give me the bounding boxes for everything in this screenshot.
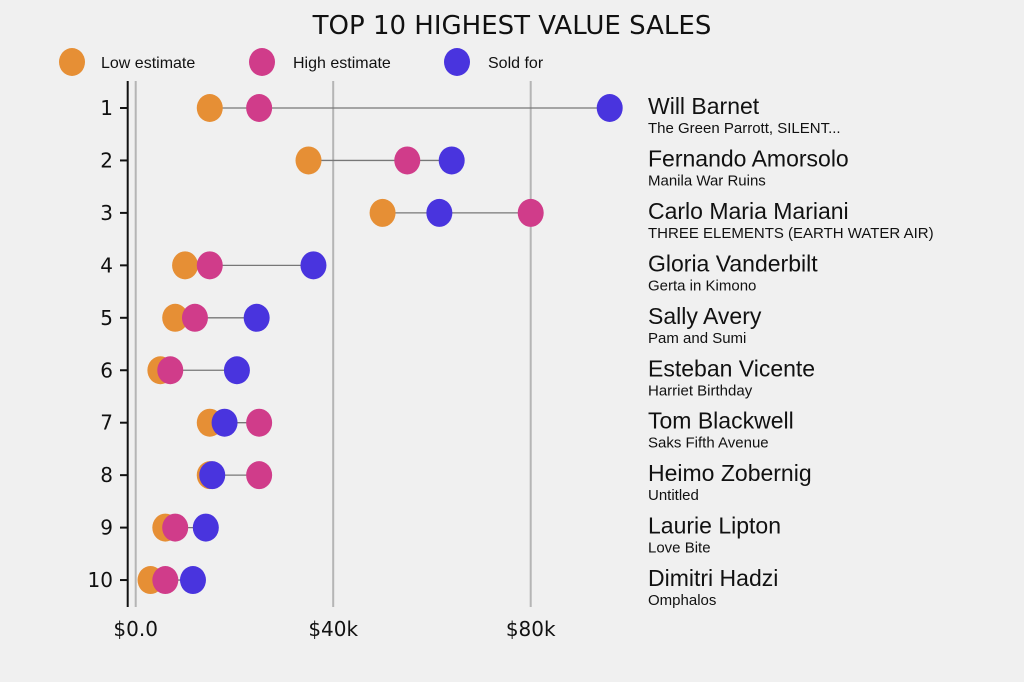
artwork-label: Manila War Ruins [648, 172, 766, 189]
x-tick-label: $40k [308, 617, 358, 641]
legend-label-sold: Sold for [488, 55, 544, 72]
artwork-label: Harriet Birthday [648, 382, 753, 399]
dot-low [196, 94, 223, 122]
artist-label: Carlo Maria Mariani [648, 198, 849, 224]
x-axis: $0.0 $40k $80k [113, 617, 556, 641]
dot-high [246, 408, 273, 437]
legend-marker-high [249, 48, 275, 76]
dot-sold [192, 513, 219, 542]
dot-sold [211, 408, 238, 437]
x-tick-label: $0.0 [113, 617, 158, 641]
artwork-label: The Green Parrott, SILENT... [648, 120, 841, 137]
dot-sold [243, 303, 270, 332]
dot-sold [223, 356, 250, 385]
dot-high [162, 513, 189, 542]
chart-title: TOP 10 HIGHEST VALUE SALES [312, 11, 712, 41]
y-tick-label: 2 [100, 148, 113, 172]
artwork-label: Saks Fifth Avenue [648, 435, 769, 452]
dot-high [246, 94, 273, 122]
dot-low [172, 251, 199, 280]
artist-label: Fernando Amorsolo [648, 145, 849, 171]
artist-label: Gloria Vanderbilt [648, 250, 818, 276]
dot-high [181, 303, 208, 332]
dot-sold [300, 251, 327, 280]
dot-sold [596, 94, 623, 122]
x-tick-label: $80k [506, 617, 556, 641]
dot-sold [426, 198, 453, 227]
legend-label-low: Low estimate [101, 55, 195, 72]
legend-marker-low [59, 48, 85, 76]
legend-item-low: Low estimate [59, 48, 195, 76]
y-tick-label: 10 [88, 568, 113, 592]
artist-label: Heimo Zobernig [648, 460, 812, 486]
gridlines [134, 81, 532, 607]
legend: Low estimate High estimate Sold for [59, 48, 544, 76]
y-tick-label: 5 [100, 306, 113, 330]
artwork-label: Pam and Sumi [648, 330, 746, 347]
artwork-label: Omphalos [648, 592, 716, 609]
artist-label: Will Barnet [648, 93, 760, 119]
dot-high [157, 356, 184, 385]
dot-high [152, 566, 179, 595]
dot-sold [199, 461, 226, 490]
y-tick-label: 3 [100, 201, 113, 225]
legend-marker-sold [444, 48, 470, 76]
legend-label-high: High estimate [293, 55, 391, 72]
legend-item-sold: Sold for [444, 48, 544, 76]
dot-high [517, 198, 544, 227]
y-tick-label: 6 [100, 358, 113, 382]
y-tick-label: 9 [100, 516, 113, 540]
dot-sold [438, 146, 465, 175]
artist-label: Laurie Lipton [648, 513, 781, 539]
artist-label: Tom Blackwell [648, 408, 794, 434]
y-tick-label: 1 [100, 96, 113, 120]
y-tick-label: 8 [100, 463, 113, 487]
y-tick-label: 4 [100, 253, 113, 277]
y-tick-label: 7 [100, 411, 113, 435]
artist-label: Dimitri Hadzi [648, 565, 778, 591]
dot-high [196, 251, 223, 280]
dot-high [246, 461, 273, 490]
artwork-label: Gerta in Kimono [648, 277, 756, 294]
artist-label: Esteban Vicente [648, 355, 815, 381]
artwork-label: Love Bite [648, 540, 711, 557]
artwork-label: THREE ELEMENTS (EARTH WATER AIR) [648, 225, 934, 242]
artwork-label: Untitled [648, 487, 699, 504]
legend-item-high: High estimate [249, 48, 391, 76]
dot-high [394, 146, 421, 175]
dot-low [295, 146, 322, 175]
artist-label: Sally Avery [648, 303, 762, 329]
dot-low [369, 198, 396, 227]
dot-low [162, 303, 189, 332]
dot-sold [179, 566, 206, 595]
